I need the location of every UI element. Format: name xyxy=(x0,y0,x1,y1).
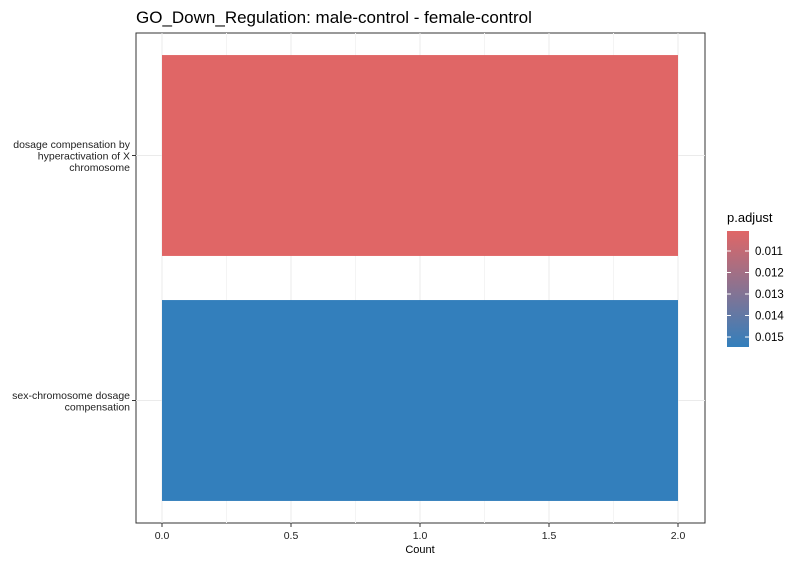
x-axis-label: Count xyxy=(405,544,434,556)
chart-title: GO_Down_Regulation: male-control - femal… xyxy=(136,8,532,27)
bars xyxy=(162,55,678,501)
legend-tick-label: 0.015 xyxy=(755,332,784,344)
y-axis: dosage compensation by hyperactivation of… xyxy=(12,139,136,413)
legend: p.adjust 0.011 0.012 0.013 0.014 0.015 xyxy=(727,210,784,347)
legend-ticks: 0.011 0.012 0.013 0.014 0.015 xyxy=(727,246,784,344)
bar xyxy=(162,300,678,501)
x-axis: 0.0 0.5 1.0 1.5 2.0 xyxy=(155,523,686,542)
legend-colorbar xyxy=(727,231,749,347)
legend-title: p.adjust xyxy=(727,210,773,225)
y-tick-label: sex-chromosome dosage compensation xyxy=(12,390,130,414)
legend-tick-label: 0.014 xyxy=(755,311,784,323)
legend-tick-label: 0.013 xyxy=(755,289,784,301)
x-tick-label: 0.0 xyxy=(155,530,170,542)
x-tick-label: 1.5 xyxy=(542,530,557,542)
y-tick-label: dosage compensation by hyperactivation of… xyxy=(13,139,130,174)
legend-tick-label: 0.012 xyxy=(755,268,784,280)
legend-tick-label: 0.011 xyxy=(755,246,783,258)
x-tick-label: 0.5 xyxy=(284,530,299,542)
x-tick-label: 2.0 xyxy=(671,530,686,542)
bar xyxy=(162,55,678,256)
x-tick-label: 1.0 xyxy=(413,530,428,542)
